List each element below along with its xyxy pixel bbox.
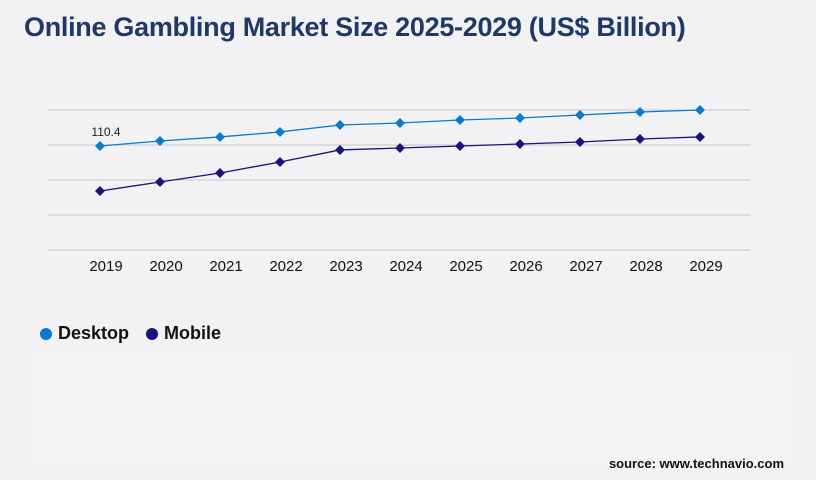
x-tick-label: 2022 [269, 258, 302, 275]
mobile-point [155, 176, 165, 187]
x-tick-label: 2023 [329, 258, 362, 275]
mobile-point [575, 137, 585, 148]
desktop-point [515, 113, 525, 124]
legend-item-desktop: Desktop [40, 323, 129, 344]
desktop-point [635, 106, 645, 117]
mobile-point [215, 168, 225, 179]
mobile-point [635, 134, 645, 145]
x-tick-label: 2024 [389, 258, 422, 275]
desktop-point [155, 135, 165, 146]
x-tick-label: 2028 [629, 258, 662, 275]
desktop-point [95, 140, 105, 151]
desktop-point [575, 109, 585, 120]
data-label: 110.4 [91, 125, 120, 139]
x-tick-label: 2020 [149, 258, 182, 275]
desktop-point [215, 131, 225, 142]
desktop-point [275, 126, 285, 137]
x-tick-label: 2025 [449, 258, 482, 275]
legend-label-desktop: Desktop [58, 323, 130, 343]
desktop-point [455, 114, 465, 125]
mobile-point [395, 142, 405, 153]
mobile-point [515, 139, 525, 150]
chart-title: Online Gambling Market Size 2025-2029 (U… [24, 12, 686, 42]
mobile-point [695, 131, 705, 142]
x-tick-label: 2029 [689, 258, 722, 275]
mobile-point [275, 157, 285, 168]
mobile-point [95, 186, 105, 197]
source-note: source: www.technavio.com [608, 456, 784, 471]
background-panel [32, 355, 792, 465]
x-tick-label: 2027 [569, 258, 602, 275]
desktop-point [395, 118, 405, 129]
desktop-legend-marker-icon [40, 327, 52, 340]
legend-label-mobile: Mobile [164, 323, 221, 343]
desktop-point [335, 119, 345, 130]
mobile-point [455, 140, 465, 151]
desktop-point [695, 105, 705, 115]
x-tick-label: 2019 [89, 258, 122, 275]
mobile-point [335, 144, 345, 155]
x-tick-label: 2026 [509, 258, 542, 275]
x-tick-label: 2021 [209, 258, 242, 275]
line-chart: 2019 2020 2021 2022 2023 2024 2025 2026 2027 2028… [48, 105, 750, 275]
legend-item-mobile: Mobile [146, 323, 221, 344]
mobile-legend-marker-icon [146, 327, 158, 340]
